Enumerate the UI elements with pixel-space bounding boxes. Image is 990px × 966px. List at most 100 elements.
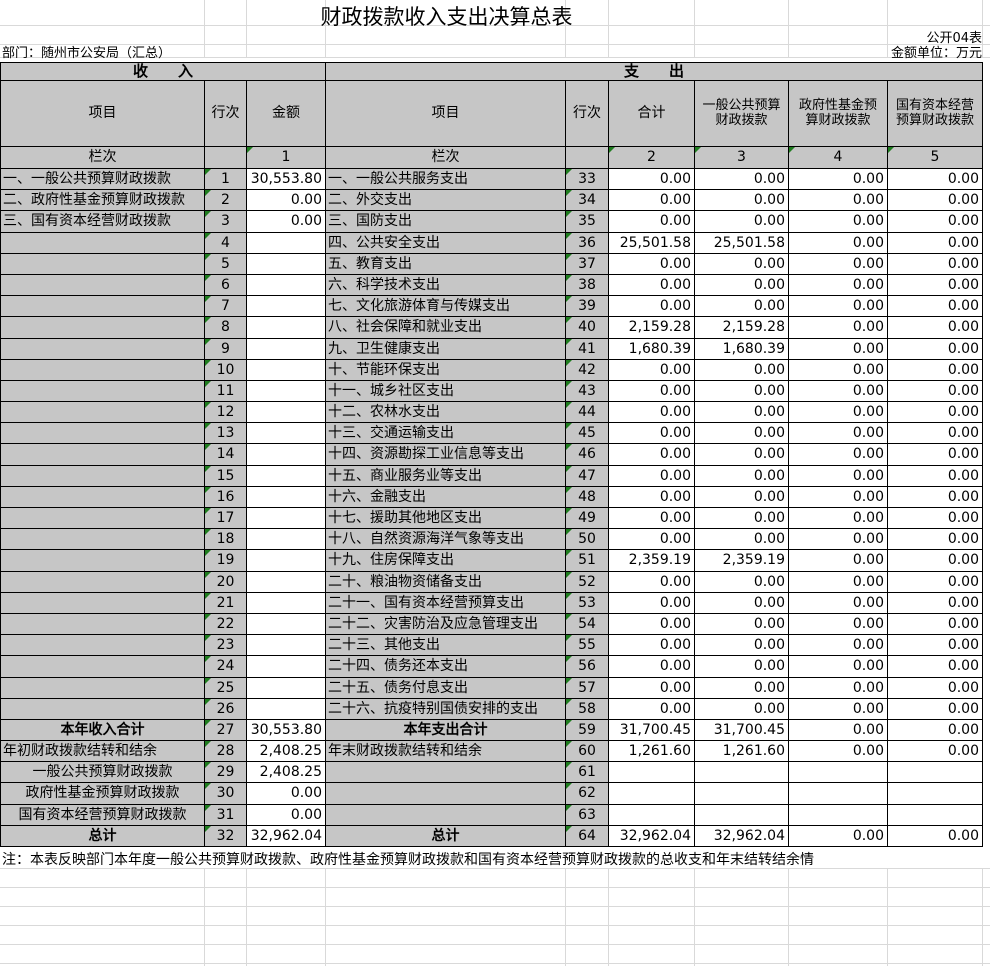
exp-value-cell[interactable]: 0.00 (789, 444, 888, 466)
exp-item-cell[interactable]: 十七、援助其他地区支出 (326, 508, 566, 530)
exp-value-cell[interactable]: 2,359.19 (609, 550, 695, 572)
income-amount-cell[interactable]: 0.00 (247, 783, 326, 805)
income-item-cell[interactable] (1, 296, 205, 318)
exp-value-cell[interactable]: 0.00 (888, 825, 983, 847)
income-item-cell[interactable]: 国有资本经营预算财政拨款 (1, 804, 205, 826)
income-amount-cell[interactable]: 0.00 (247, 211, 326, 233)
exp-value-cell[interactable]: 0.00 (609, 380, 695, 403)
exp-value-cell[interactable]: 0.00 (888, 465, 983, 487)
exp-rowno-cell[interactable]: 50 (566, 529, 609, 551)
exp-rowno-cell[interactable]: 40 (566, 317, 609, 339)
exp-value-cell[interactable]: 0.00 (888, 274, 983, 297)
income-amount-cell[interactable] (247, 253, 326, 275)
income-amount-cell[interactable]: 30,553.80 (247, 169, 326, 191)
income-amount-cell[interactable]: 32,962.04 (247, 825, 326, 847)
income-rowno-cell[interactable]: 6 (205, 274, 247, 297)
income-amount-cell[interactable] (247, 508, 326, 530)
income-item-cell[interactable] (1, 317, 205, 339)
exp-value-cell[interactable] (695, 783, 789, 805)
exp-value-cell[interactable]: 0.00 (888, 296, 983, 318)
exp-value-cell[interactable]: 2,159.28 (695, 317, 789, 339)
income-item-cell[interactable] (1, 423, 205, 445)
income-item-cell[interactable] (1, 677, 205, 699)
exp-value-cell[interactable]: 0.00 (609, 253, 695, 275)
income-amount-cell[interactable] (247, 317, 326, 339)
income-item-cell[interactable] (1, 402, 205, 424)
exp-value-cell[interactable]: 0.00 (888, 592, 983, 614)
exp-value-cell[interactable]: 0.00 (609, 571, 695, 593)
exp-value-cell[interactable]: 32,962.04 (695, 825, 789, 847)
exp-item-cell[interactable]: 十八、自然资源海洋气象等支出 (326, 529, 566, 551)
exp-value-cell[interactable]: 0.00 (789, 190, 888, 212)
exp-value-cell[interactable]: 0.00 (888, 677, 983, 699)
exp-value-cell[interactable]: 25,501.58 (609, 232, 695, 254)
exp-rowno-cell[interactable]: 48 (566, 486, 609, 508)
exp-value-cell[interactable]: 0.00 (695, 211, 789, 233)
exp-value-cell[interactable]: 0.00 (695, 508, 789, 530)
income-rowno-cell[interactable]: 10 (205, 359, 247, 381)
exp-value-cell[interactable]: 0.00 (695, 698, 789, 720)
exp-value-cell[interactable]: 0.00 (695, 529, 789, 551)
exp-value-cell[interactable]: 0.00 (888, 571, 983, 593)
exp-value-cell[interactable]: 0.00 (789, 719, 888, 742)
exp-value-cell[interactable]: 0.00 (888, 190, 983, 212)
income-rowno-cell[interactable]: 2 (205, 190, 247, 212)
exp-column-label[interactable]: 栏次 (326, 147, 566, 169)
exp-column-no[interactable]: 4 (789, 147, 888, 169)
exp-item-header[interactable]: 项目 (326, 81, 566, 147)
exp-value-cell[interactable]: 0.00 (609, 677, 695, 699)
exp-rowno-cell[interactable]: 44 (566, 402, 609, 424)
exp-value-cell[interactable]: 0.00 (695, 274, 789, 297)
income-item-cell[interactable]: 政府性基金预算财政拨款 (1, 783, 205, 805)
exp-rowno-cell[interactable]: 62 (566, 783, 609, 805)
exp-column-spacer[interactable] (566, 147, 609, 169)
exp-value-cell[interactable]: 0.00 (695, 613, 789, 636)
exp-item-cell[interactable]: 二十三、其他支出 (326, 635, 566, 657)
exp-value-cell[interactable]: 0.00 (609, 592, 695, 614)
exp-value-cell[interactable]: 0.00 (695, 296, 789, 318)
exp-value-cell[interactable]: 0.00 (789, 317, 888, 339)
income-item-cell[interactable] (1, 359, 205, 381)
exp-rowno-cell[interactable]: 36 (566, 232, 609, 254)
income-item-cell[interactable] (1, 380, 205, 403)
income-rowno-cell[interactable]: 20 (205, 571, 247, 593)
exp-value-cell[interactable]: 1,680.39 (695, 338, 789, 360)
income-item-cell[interactable] (1, 465, 205, 487)
exp-value-cell[interactable]: 0.00 (609, 211, 695, 233)
income-item-cell[interactable] (1, 592, 205, 614)
unit-label[interactable]: 金额单位：万元 (890, 46, 982, 61)
exp-value-cell[interactable]: 0.00 (609, 508, 695, 530)
exp-rowno-cell[interactable]: 55 (566, 635, 609, 657)
exp-value-cell[interactable]: 0.00 (609, 698, 695, 720)
exp-value-cell[interactable]: 0.00 (609, 465, 695, 487)
income-rowno-cell[interactable]: 5 (205, 253, 247, 275)
income-section-header[interactable]: 收 入 (1, 63, 326, 81)
exp-value-cell[interactable]: 0.00 (789, 698, 888, 720)
exp-value-cell[interactable]: 0.00 (888, 402, 983, 424)
exp-value-cell[interactable]: 0.00 (695, 190, 789, 212)
exp-value-cell[interactable]: 0.00 (789, 592, 888, 614)
exp-value-cell[interactable]: 0.00 (789, 677, 888, 699)
income-amount-cell[interactable] (247, 486, 326, 508)
exp-rowno-cell[interactable]: 34 (566, 190, 609, 212)
exp-item-cell[interactable]: 年末财政拨款结转和结余 (326, 741, 566, 763)
income-amount-cell[interactable] (247, 359, 326, 381)
exp-value-cell[interactable]: 0.00 (695, 169, 789, 191)
exp-value-cell[interactable]: 0.00 (888, 656, 983, 678)
exp-value-cell[interactable] (789, 762, 888, 784)
income-item-header[interactable]: 项目 (1, 81, 205, 147)
income-amount-cell[interactable] (247, 296, 326, 318)
exp-item-cell[interactable]: 二、外交支出 (326, 190, 566, 212)
income-item-cell[interactable] (1, 698, 205, 720)
exp-rowno-cell[interactable]: 61 (566, 762, 609, 784)
exp-value-cell[interactable]: 0.00 (888, 423, 983, 445)
income-amount-cell[interactable] (247, 698, 326, 720)
exp-rowno-cell[interactable]: 49 (566, 508, 609, 530)
exp-rowno-cell[interactable]: 60 (566, 741, 609, 763)
income-amount-cell[interactable] (247, 338, 326, 360)
exp-value-cell[interactable]: 0.00 (789, 274, 888, 297)
exp-general-budget-header[interactable]: 一般公共预算财政拨款 (695, 81, 789, 147)
exp-value-cell[interactable]: 0.00 (609, 444, 695, 466)
exp-value-cell[interactable]: 0.00 (789, 656, 888, 678)
exp-rowno-cell[interactable]: 63 (566, 804, 609, 826)
